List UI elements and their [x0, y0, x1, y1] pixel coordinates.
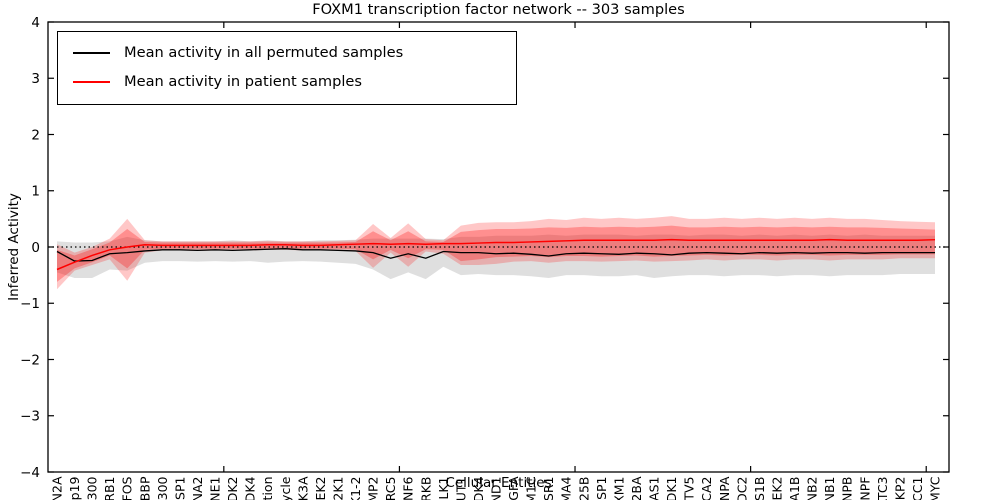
- category-label: FOXM1C/SP1: [594, 477, 609, 500]
- category-label: CCNA2: [190, 477, 205, 500]
- category-label: CDC2: [734, 477, 749, 500]
- category-label: FOXM1B/Cbp/p300: [85, 476, 100, 500]
- category-label: CCNB2: [805, 477, 820, 500]
- category-label: BRCA2: [699, 477, 714, 500]
- svg-text:2: 2: [31, 127, 40, 143]
- svg-text:−1: −1: [20, 296, 40, 312]
- category-label: FOS: [120, 476, 135, 500]
- category-label: CHEK2: [313, 477, 328, 500]
- category-label: RB1/FOXM1C: [524, 476, 539, 500]
- category-label: ETV5: [682, 477, 697, 500]
- category-label: CDK2: [225, 477, 240, 500]
- category-label: CDK4: [243, 476, 258, 500]
- black-line-sample-icon: [73, 51, 110, 54]
- category-label: CREBBP: [137, 476, 152, 500]
- category-label: PLK1: [436, 477, 451, 500]
- category-label: FOXM1B/p19: [67, 476, 82, 500]
- svg-text:−4: −4: [20, 465, 40, 481]
- category-label: EP300: [155, 476, 170, 500]
- svg-text:4: 4: [31, 15, 40, 31]
- svg-text:−3: −3: [20, 409, 40, 425]
- category-label: BIRC5: [383, 477, 398, 500]
- svg-text:0: 0: [31, 240, 40, 256]
- svg-text:3: 3: [31, 71, 40, 87]
- category-label: HIST1H2BA: [629, 476, 644, 500]
- category-label: CENPA: [717, 476, 732, 500]
- category-label: FOXM1: [611, 477, 626, 500]
- category-label: SKP2: [892, 477, 907, 500]
- legend-item: Mean activity in patient samples: [68, 67, 512, 96]
- category-label: Cyclin A-E1/CDK1-2: [348, 477, 363, 500]
- category-label: Cyclin D1/CDK4: [471, 476, 486, 500]
- category-label: AURKB: [418, 477, 433, 500]
- category-label: CDC25B: [576, 477, 591, 500]
- legend-item: Mean activity in all permuted samples: [68, 38, 512, 67]
- category-label: SP1: [172, 477, 187, 500]
- chart-title: FOXM1 transcription factor network -- 30…: [312, 1, 685, 18]
- category-label: NEK2: [769, 477, 784, 500]
- category-label: GAS1: [647, 477, 662, 500]
- category-label: HSPA1B: [787, 477, 802, 500]
- svg-text:1: 1: [31, 184, 40, 200]
- category-label: MAP2K1: [330, 477, 345, 500]
- legend-label-permuted: Mean activity in all permuted samples: [124, 44, 404, 61]
- category-label: NFATC3: [875, 477, 890, 500]
- legend-label-patient: Mean activity in patient samples: [124, 73, 363, 90]
- category-label: XRCC1: [910, 477, 925, 500]
- x-axis-label: Cellular Entities: [445, 475, 552, 491]
- red-line-sample-icon: [73, 80, 110, 83]
- category-label: ESR1: [541, 477, 556, 500]
- category-label: LAMA4: [559, 476, 574, 500]
- category-label: CKS1B: [752, 477, 767, 500]
- category-label: CCNE1: [208, 477, 223, 500]
- category-label: CCND1: [489, 477, 504, 500]
- category-label: response to radiation: [260, 477, 275, 500]
- category-label: ONECUT1: [453, 477, 468, 500]
- category-label: CDKN2A: [50, 476, 65, 500]
- category-label: CENPF: [857, 477, 872, 500]
- y-axis-label: Inferred Activity: [6, 193, 22, 301]
- category-label: G2/M transition of mitotic cell cycle: [278, 476, 293, 500]
- category-label: MYC: [928, 476, 943, 500]
- category-label: MMP2: [366, 477, 381, 500]
- svg-text:−2: −2: [20, 352, 40, 368]
- category-label: FOXM1B/HNF6: [401, 476, 416, 500]
- category-label: CCNB1/CDK1: [664, 477, 679, 500]
- category-label: CENPB: [840, 477, 855, 500]
- legend: Mean activity in all permuted samples Me…: [57, 31, 517, 105]
- category-label: GSK3A: [295, 476, 310, 500]
- category-label: TGFA: [506, 476, 521, 500]
- category-label: CCNB1: [822, 477, 837, 500]
- category-label: RB1: [102, 477, 117, 500]
